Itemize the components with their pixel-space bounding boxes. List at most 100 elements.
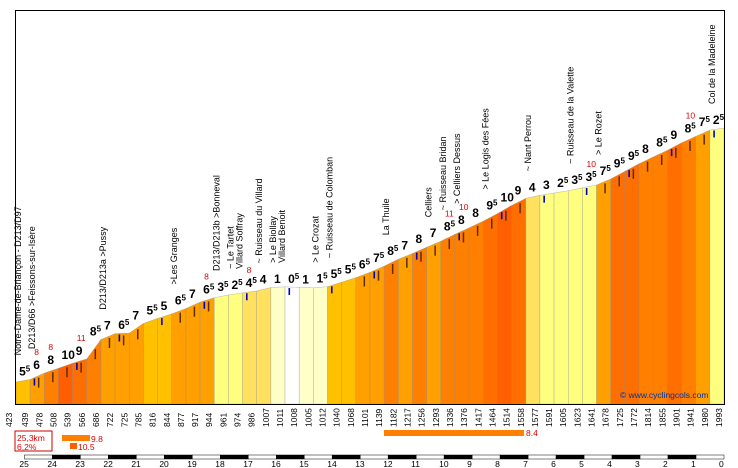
profile-segment	[638, 156, 654, 405]
profile-segment	[582, 184, 597, 405]
profile-segment	[539, 192, 555, 405]
gradient-label: 65	[118, 318, 130, 332]
altitude-label: 1558	[516, 408, 526, 427]
altitude-label: 478	[34, 413, 44, 427]
km-axis-band	[695, 454, 725, 460]
gradient-decimal: 5	[493, 199, 498, 208]
profile-segment	[58, 363, 73, 405]
gradient-decimal: 5	[125, 318, 130, 327]
profile-segment	[369, 265, 385, 405]
gradient-label: 55	[147, 303, 159, 317]
km-tick-label: 4	[607, 459, 612, 468]
altitude-label: 844	[162, 413, 172, 427]
profile-segment	[214, 294, 229, 405]
annotations: Notre-Dame-de-Briançon - D213/D97 D213/D6…	[13, 24, 717, 355]
gradient-label: 45	[246, 276, 258, 290]
gradient-labels: 55 6 8 10 985 7 657 55 5 65 7 65 35 25 45 4 1 05 1 15 55 55 65…	[19, 113, 725, 378]
gradient-label: 7	[104, 319, 111, 333]
gradient-label: 25	[713, 113, 725, 127]
altitude-label: 1641	[587, 408, 597, 427]
gradient-label: 25	[231, 278, 243, 292]
waypoint-annotation: > Le Biollay	[268, 216, 278, 263]
gradient-decimal: 5	[351, 263, 356, 272]
km-axis: 25 24 23 22 21 20 19 18 17 16 15 14 13 12 11 10 9 8 7 6 5 4 3 2…	[19, 454, 725, 468]
km-tick-label: 5	[579, 459, 584, 468]
profile-segment	[426, 241, 441, 405]
km-tick-label: 2	[663, 459, 668, 468]
max-bar-3-label: 8.4	[526, 428, 538, 438]
gradient-decimal: 5	[182, 294, 187, 303]
max-bar-2-label: 10.5	[78, 442, 95, 452]
waypoint-annotation: Villard Benoit	[277, 210, 287, 263]
gradient-decimal: 5	[663, 135, 668, 144]
altitude-label: 1005	[303, 408, 313, 427]
gradient-label: 65	[175, 294, 187, 308]
altitude-label: 1256	[417, 408, 427, 427]
steep-gradient-label: 11	[445, 208, 454, 218]
gradient-decimal: 5	[705, 115, 710, 124]
profile-segment	[30, 372, 45, 405]
gradient-label: 4	[529, 180, 536, 194]
gradient-label: 55	[19, 364, 31, 378]
gradient-decimal: 5	[606, 164, 611, 173]
profile-segment	[398, 253, 413, 405]
gradient-label: 4	[260, 273, 267, 287]
altitude-label: 1217	[402, 408, 412, 427]
profile-segment	[596, 178, 611, 405]
profile-segment	[341, 277, 356, 405]
km-tick-label: 14	[327, 459, 337, 468]
summary-gradient: 6,2%	[17, 442, 37, 452]
altitude-label: 1139	[374, 408, 384, 427]
summary-box: 25,3km 6,2%	[14, 430, 53, 452]
gradient-decimal: 5	[97, 324, 102, 333]
profile-segments	[15, 127, 725, 405]
altitude-label: 508	[48, 413, 58, 427]
km-tick-label: 7	[523, 459, 528, 468]
gradient-decimal: 5	[578, 173, 583, 182]
waypoint-annotation: > Le Logis des Fées	[480, 108, 490, 190]
gradient-label: 35	[585, 170, 597, 184]
km-tick-label: 23	[75, 459, 85, 468]
altitude-label: 1623	[572, 408, 582, 427]
profile-segment	[653, 150, 668, 405]
profile-segment	[171, 308, 187, 405]
gradient-label: 55	[331, 267, 343, 281]
altitude-label: 1577	[530, 408, 540, 427]
gradient-decimal: 5	[635, 149, 640, 158]
max-bar-1	[62, 435, 90, 441]
gradient-label: 95	[614, 156, 626, 170]
gradient-label: 05	[288, 272, 300, 286]
gradient-label: 5	[161, 299, 168, 313]
chart-frame	[15, 10, 725, 405]
altitude-label: 1901	[672, 408, 682, 427]
steep-gradient-label: 8	[247, 265, 252, 275]
km-tick-label: 18	[215, 459, 225, 468]
gradient-decimal: 5	[720, 113, 725, 122]
max-bar-2	[70, 443, 77, 449]
km-tick-label: 6	[551, 459, 556, 468]
profile-segment	[299, 287, 314, 405]
profile-segment	[440, 234, 456, 405]
altitude-label: 1293	[431, 408, 441, 427]
profile-segment	[143, 318, 158, 405]
waypoint-annotation: >Les Granges	[169, 227, 179, 284]
altitude-label: 917	[190, 413, 200, 427]
altitude-label: 1336	[445, 408, 455, 427]
profile-segment	[483, 213, 498, 405]
altitude-label: 1725	[615, 408, 625, 427]
profile-segment	[284, 286, 300, 405]
waypoint-annotation: D213/D213a >Pussy	[98, 226, 108, 309]
km-tick-label: 0	[719, 459, 724, 468]
altitude-label: 1855	[657, 408, 667, 427]
altitude-label: 1182	[388, 408, 398, 427]
waypoint-annotation: ~ Ruisseau Bridan	[438, 136, 448, 210]
profile-segment	[72, 358, 87, 405]
altitude-label: 439	[20, 413, 30, 427]
altitude-label: 1011	[275, 408, 285, 427]
gradient-label: 75	[600, 164, 612, 178]
gradient-label: 95	[486, 199, 498, 213]
profile-segment	[327, 281, 342, 405]
altitude-label: 566	[77, 413, 87, 427]
waypoint-annotation: > Le Crozat	[310, 215, 320, 262]
